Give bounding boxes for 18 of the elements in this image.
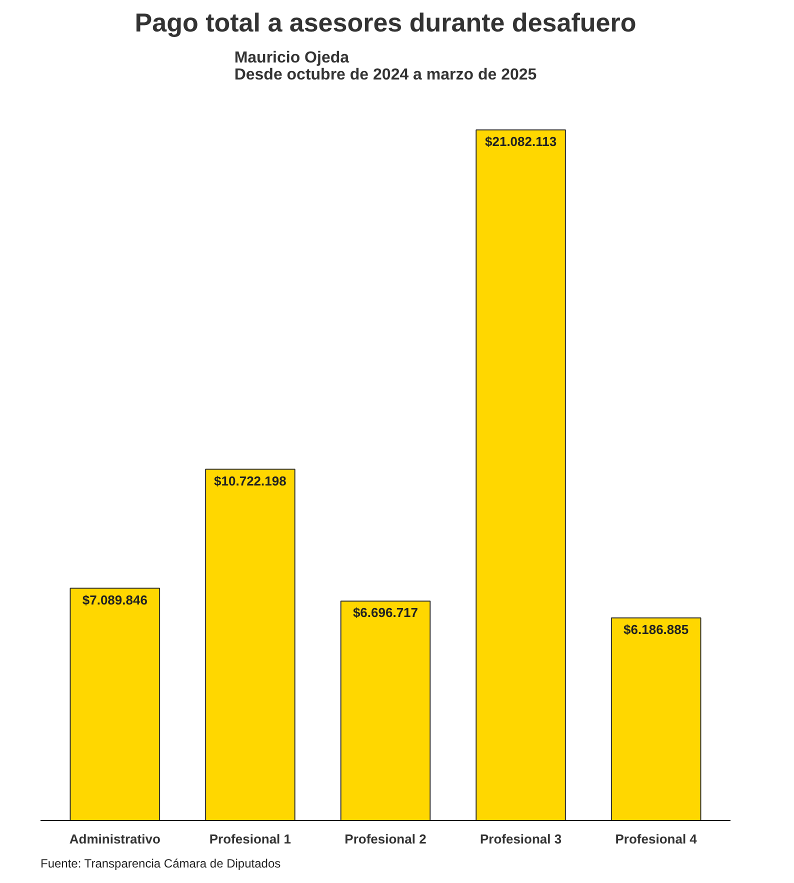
data-label: $7.089.846 <box>82 592 148 608</box>
bar <box>205 468 296 820</box>
bar <box>70 588 160 820</box>
x-tick-label: Profesional 3 <box>480 832 562 846</box>
bar <box>610 617 702 820</box>
x-tick-label: Profesional 2 <box>344 832 426 846</box>
data-label: $10.722.198 <box>214 473 286 488</box>
data-label: $6.186.885 <box>624 622 689 637</box>
x-tick-label: Administrativo <box>69 832 160 846</box>
x-tick-label: Profesional 1 <box>209 832 292 846</box>
source-note: Fuente: Transparencia Cámara de Diputados <box>40 856 281 870</box>
bar <box>340 600 431 820</box>
chart-subtitle: Mauricio Ojeda Desde octubre de 2024 a marzo de 2025 <box>234 50 537 84</box>
x-tick-label: Profesional 4 <box>615 832 698 846</box>
chart-title: Pago total a asesores durante desafuero <box>134 8 636 38</box>
data-label: $6.696.717 <box>352 605 418 620</box>
bar <box>476 129 566 820</box>
data-label: $21.082.113 <box>485 134 557 149</box>
